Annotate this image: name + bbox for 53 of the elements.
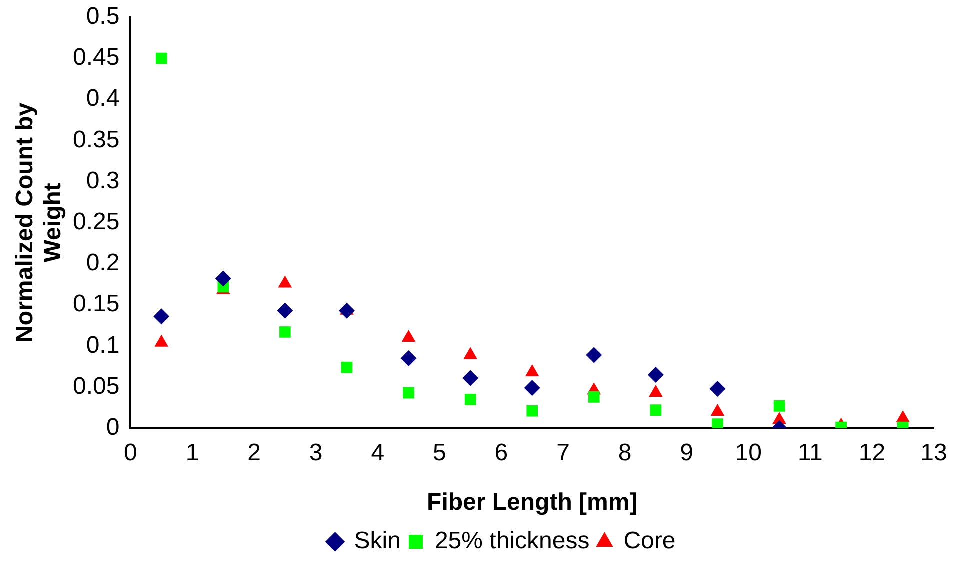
y-tick-label: 0.45 xyxy=(72,44,120,72)
point xyxy=(215,270,232,287)
x-tick-label: 8 xyxy=(618,439,632,466)
x-tick-label: 3 xyxy=(309,439,323,466)
legend-label: Skin xyxy=(354,528,401,555)
x-tick-label: 7 xyxy=(556,439,570,466)
x-tick-label: 13 xyxy=(920,439,948,466)
point xyxy=(588,392,600,403)
legend-label: 25% thickness xyxy=(434,528,590,555)
point xyxy=(277,302,294,319)
x-tick-label: 6 xyxy=(494,439,508,466)
x-tick-label: 11 xyxy=(798,439,823,466)
y-tick-label: 0.25 xyxy=(72,208,120,236)
y-tick-label: 0.3 xyxy=(86,167,120,194)
y-tick-label: 0.2 xyxy=(86,250,120,277)
point xyxy=(524,380,540,396)
point xyxy=(341,362,353,374)
y-tick-label: 0 xyxy=(106,414,120,442)
point xyxy=(154,308,170,325)
x-tick-label: 2 xyxy=(248,439,261,466)
x-tick-label: 9 xyxy=(680,439,694,466)
legend-label: Core xyxy=(624,528,676,555)
y-tick-label: 0.15 xyxy=(72,290,120,318)
y-axis-title: Normalized Count by Weight xyxy=(12,102,67,343)
point xyxy=(648,366,664,383)
point xyxy=(400,350,417,367)
point xyxy=(403,387,414,399)
point xyxy=(525,364,540,377)
point xyxy=(712,418,724,428)
point xyxy=(464,394,476,406)
x-tick-label: 12 xyxy=(858,439,886,466)
x-axis-title: Fiber Length [mm] xyxy=(427,489,638,516)
y-tick-label: 0.1 xyxy=(86,332,120,359)
y-tick-label: 0.35 xyxy=(72,126,120,154)
point xyxy=(280,326,291,338)
point xyxy=(462,370,479,386)
point xyxy=(586,347,602,364)
point xyxy=(156,52,168,64)
x-tick-label: 1 xyxy=(186,439,200,466)
point xyxy=(710,380,726,397)
point xyxy=(896,410,910,423)
point xyxy=(649,385,663,398)
y-tick-label: 0.5 xyxy=(86,3,120,30)
point xyxy=(526,405,538,417)
point xyxy=(338,302,355,319)
point xyxy=(650,404,662,416)
x-tick-label: 10 xyxy=(735,439,762,466)
x-tick-label: 5 xyxy=(432,439,446,466)
point xyxy=(774,400,786,412)
x-tick-label: 0 xyxy=(124,439,138,466)
y-tick-label: 0.4 xyxy=(86,85,120,112)
x-tick-label: 4 xyxy=(371,439,385,466)
y-tick-label: 0.05 xyxy=(72,372,120,400)
